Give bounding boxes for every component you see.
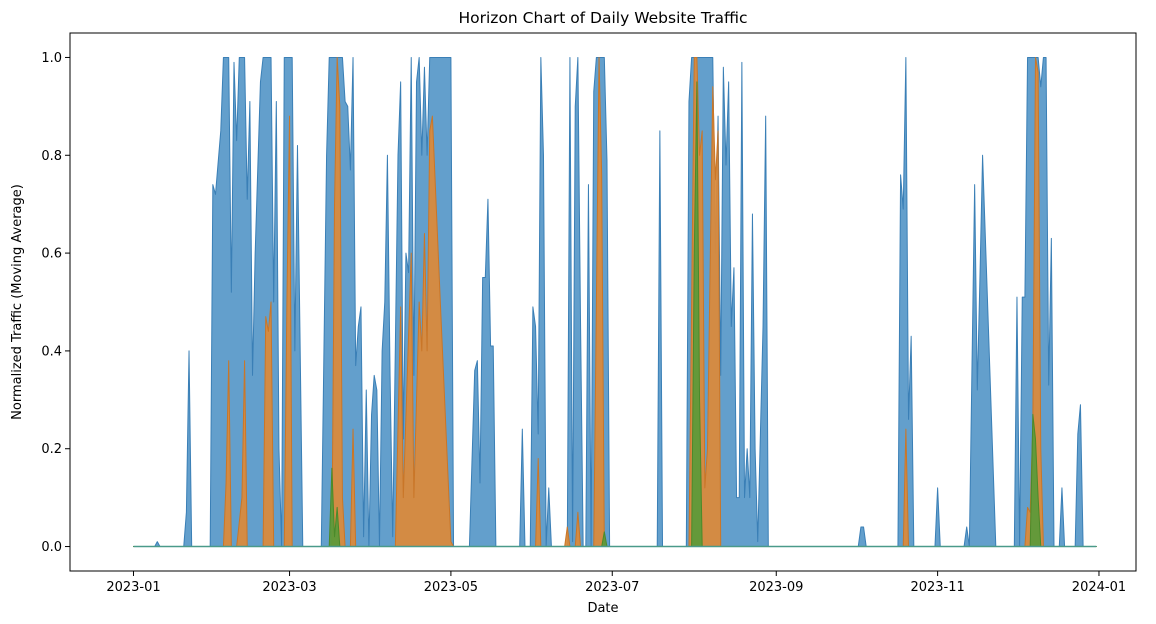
y-tick-label: 0.8 <box>41 149 62 164</box>
y-tick-label: 0.2 <box>41 442 62 457</box>
x-tick-label: 2024-01 <box>1072 580 1126 595</box>
x-tick-label: 2023-05 <box>424 580 478 595</box>
x-axis-label: Date <box>587 601 618 616</box>
y-tick-label: 0.0 <box>41 540 62 555</box>
x-axis: 2023-01 2023-03 2023-05 2023-07 2023-09 2023-… <box>106 571 1126 595</box>
plot-frame <box>69 32 1137 572</box>
chart-title: Horizon Chart of Daily Website Traffic <box>458 9 747 27</box>
plot-area <box>132 56 1097 548</box>
x-tick-label: 2023-11 <box>910 580 964 595</box>
y-tick-label: 0.4 <box>41 344 62 359</box>
y-axis-label: Normalized Traffic (Moving Average) <box>10 184 25 420</box>
x-tick-label: 2023-09 <box>749 580 803 595</box>
x-tick-label: 2023-07 <box>585 580 639 595</box>
y-tick-label: 1.0 <box>41 51 62 66</box>
x-tick-label: 2023-03 <box>262 580 316 595</box>
y-axis: 0.0 0.2 0.4 0.6 0.8 1.0 <box>41 51 70 555</box>
band-1-area <box>132 56 1097 548</box>
band-2-area <box>132 56 1097 548</box>
x-tick-label: 2023-01 <box>106 580 160 595</box>
band-3-area <box>132 81 1097 548</box>
y-tick-label: 0.6 <box>41 247 62 262</box>
